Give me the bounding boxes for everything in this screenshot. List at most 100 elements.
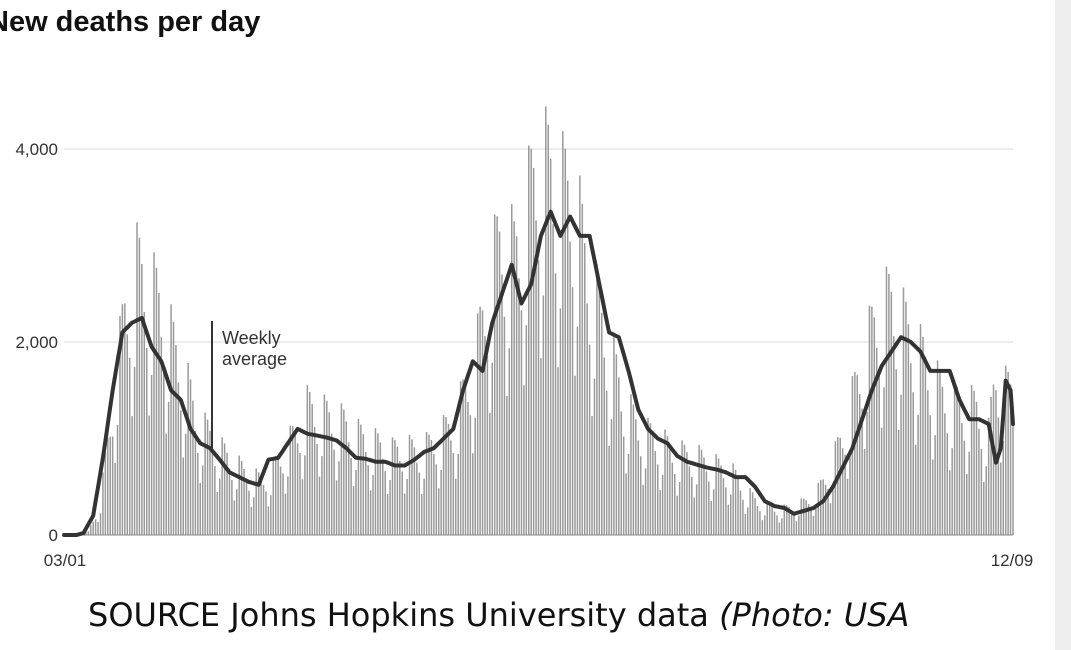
- daily-bar: [1000, 462, 1002, 535]
- daily-bar: [284, 493, 287, 535]
- daily-bar: [934, 435, 936, 535]
- daily-bar: [854, 371, 856, 535]
- daily-bar: [226, 452, 228, 535]
- y-tick-label: 2,000: [15, 333, 58, 352]
- daily-bar: [309, 391, 311, 535]
- daily-bar: [900, 394, 902, 535]
- daily-bar: [793, 514, 795, 535]
- daily-bar: [255, 468, 257, 535]
- daily-bar: [223, 443, 226, 535]
- daily-bar: [469, 415, 472, 535]
- daily-bar: [221, 437, 223, 535]
- daily-bar: [559, 308, 562, 535]
- daily-bar: [912, 392, 914, 535]
- daily-bar: [99, 513, 102, 535]
- daily-bar: [236, 489, 238, 535]
- daily-bar: [747, 507, 749, 535]
- daily-bar: [610, 419, 613, 535]
- daily-bar: [729, 494, 732, 535]
- daily-bar: [851, 376, 854, 535]
- daily-bar: [951, 448, 953, 535]
- daily-bar: [374, 428, 377, 535]
- daily-bar: [625, 473, 627, 535]
- daily-bar: [145, 347, 148, 535]
- daily-bar: [710, 501, 713, 535]
- daily-bar: [566, 180, 569, 536]
- daily-bar: [114, 462, 116, 535]
- daily-bar: [350, 457, 352, 535]
- daily-bar: [513, 221, 515, 535]
- daily-bar: [291, 425, 294, 535]
- daily-bar: [659, 489, 661, 535]
- daily-bar: [270, 495, 272, 535]
- daily-bar: [642, 485, 644, 535]
- daily-bar: [403, 493, 406, 535]
- daily-bar: [260, 475, 262, 535]
- daily-bar: [822, 479, 824, 535]
- daily-bar: [158, 292, 160, 535]
- daily-bar: [253, 497, 255, 535]
- daily-bar: [978, 428, 980, 535]
- daily-bar: [155, 267, 158, 535]
- daily-bar: [744, 513, 747, 535]
- daily-bar: [510, 204, 513, 535]
- daily-bar: [856, 375, 859, 535]
- daily-bar: [929, 415, 932, 535]
- daily-bar: [639, 456, 642, 535]
- daily-bar: [435, 464, 438, 535]
- daily-bar: [391, 437, 394, 535]
- daily-bar: [849, 452, 851, 535]
- daily-bars: [77, 106, 1014, 536]
- daily-bar: [462, 379, 464, 535]
- daily-bar: [688, 466, 691, 535]
- daily-bar: [790, 511, 793, 535]
- daily-bar: [654, 451, 657, 535]
- daily-bar: [408, 434, 411, 535]
- daily-bar: [703, 457, 705, 535]
- daily-bar: [340, 403, 343, 535]
- daily-bar: [525, 325, 528, 535]
- daily-bar: [282, 473, 284, 535]
- daily-bar: [846, 478, 849, 535]
- daily-bar: [946, 433, 949, 535]
- daily-bar: [817, 482, 820, 535]
- daily-bar: [321, 456, 323, 535]
- daily-bar: [518, 278, 520, 535]
- daily-bar: [695, 484, 698, 535]
- daily-bar: [776, 515, 778, 535]
- daily-bar: [987, 417, 990, 535]
- daily-bar: [92, 521, 94, 535]
- daily-bar: [910, 363, 912, 535]
- daily-bar: [562, 131, 564, 535]
- daily-bar: [394, 440, 396, 535]
- daily-bar: [939, 371, 941, 535]
- daily-bar: [442, 415, 445, 535]
- daily-bar: [698, 445, 700, 535]
- daily-bar: [289, 425, 292, 535]
- daily-bar: [206, 419, 209, 535]
- daily-bar: [542, 295, 545, 535]
- daily-bar: [674, 473, 676, 535]
- daily-bar: [732, 463, 734, 535]
- daily-bar: [878, 370, 880, 535]
- daily-bar: [418, 472, 421, 535]
- daily-bar: [725, 487, 727, 535]
- daily-bar: [727, 504, 730, 535]
- daily-bar: [598, 284, 601, 535]
- daily-bar: [209, 430, 211, 535]
- daily-bar: [832, 487, 834, 535]
- daily-bar: [272, 458, 275, 535]
- daily-bar: [143, 312, 146, 535]
- daily-bar: [231, 480, 233, 535]
- daily-bar: [413, 447, 416, 535]
- daily-bar: [764, 515, 766, 535]
- daily-bar: [501, 274, 503, 535]
- daily-bar: [355, 469, 357, 535]
- daily-bar: [720, 465, 722, 535]
- daily-bar: [866, 411, 868, 535]
- daily-bar: [379, 442, 382, 535]
- daily-bar: [871, 306, 873, 535]
- daily-bar: [824, 484, 827, 535]
- daily-bar: [532, 167, 535, 535]
- daily-bar: [437, 488, 440, 535]
